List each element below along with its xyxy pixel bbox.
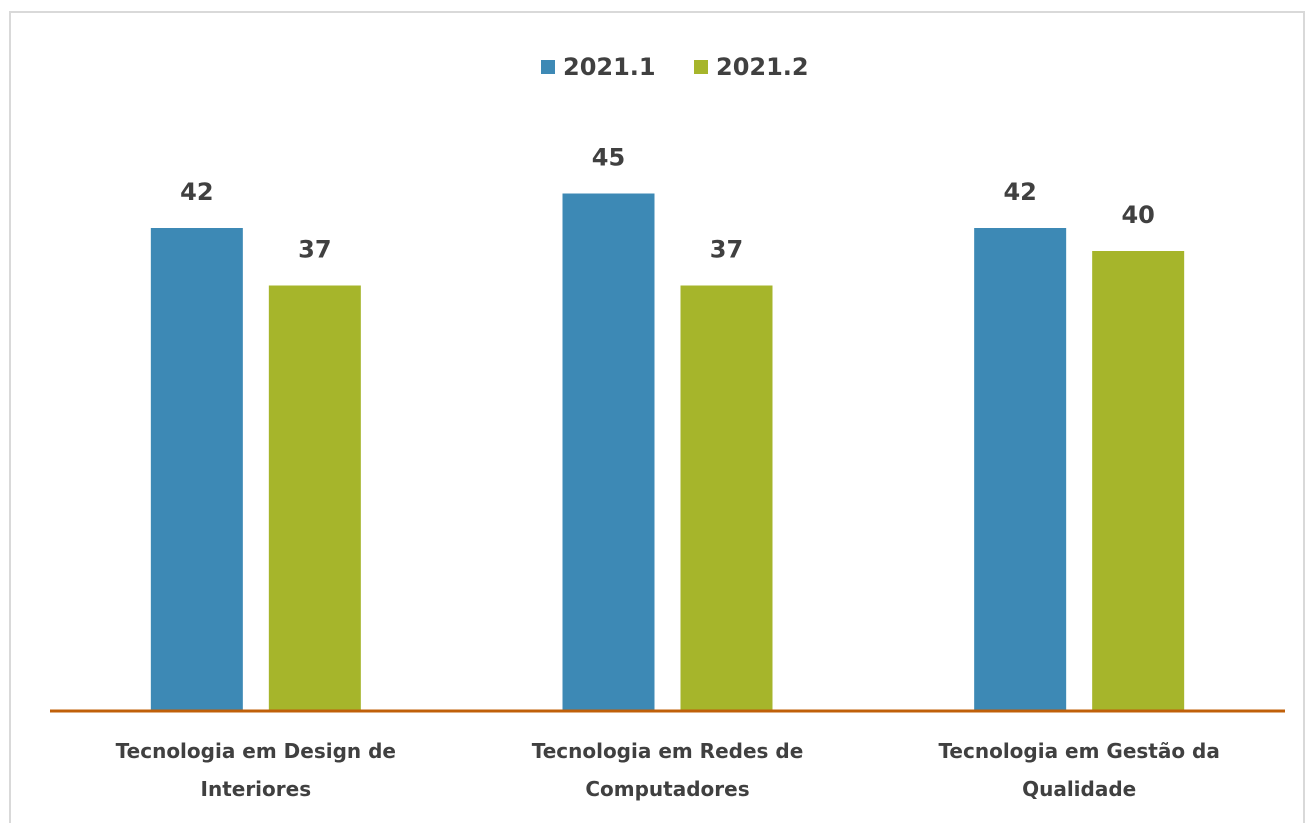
chart-frame (9, 11, 1305, 823)
bar (562, 193, 655, 711)
bar (1092, 251, 1185, 711)
data-label: 45 (592, 144, 625, 172)
data-label: 42 (1003, 178, 1036, 206)
x-tick-label: Tecnologia em Design de Interiores (115, 739, 396, 801)
bar (268, 285, 361, 711)
legend-label: 2021.1 (563, 53, 656, 81)
data-label: 40 (1121, 201, 1154, 229)
bar (150, 228, 243, 711)
data-label: 37 (710, 236, 743, 264)
data-label: 42 (180, 178, 213, 206)
x-tick-label: Tecnologia em Gestão da Qualidade (938, 739, 1220, 801)
bar (974, 228, 1067, 711)
x-tick-label: Tecnologia em Redes de Computadores (531, 739, 804, 801)
legend-swatch (694, 60, 708, 74)
bar (680, 285, 773, 711)
legend-swatch (541, 60, 555, 74)
legend-label: 2021.2 (716, 53, 809, 81)
data-label: 37 (298, 236, 331, 264)
